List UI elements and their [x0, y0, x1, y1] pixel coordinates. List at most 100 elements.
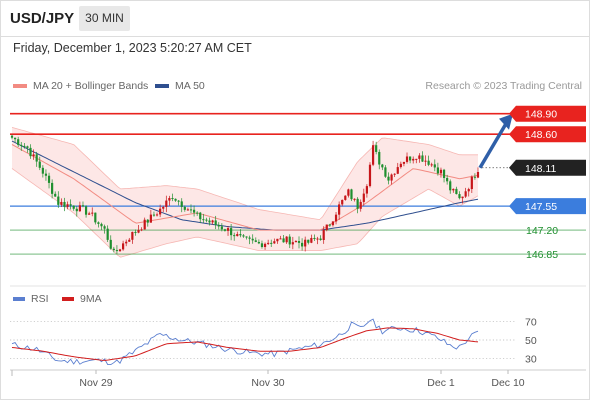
candle-body — [165, 200, 168, 207]
candle-body — [162, 206, 165, 209]
candle-body — [97, 222, 100, 224]
candle-body — [399, 163, 402, 168]
ma20-line — [11, 144, 479, 231]
candle-body — [424, 160, 427, 162]
candle-body — [260, 243, 264, 247]
candle-body — [282, 238, 285, 243]
x-tick-label: Dec 10 — [491, 377, 524, 389]
candle-body — [81, 205, 85, 207]
candle-body — [412, 158, 415, 161]
candle-body — [279, 238, 282, 240]
candle-body — [402, 161, 406, 164]
timeframe-button[interactable]: 30 MIN — [79, 6, 130, 31]
candle-body — [78, 205, 81, 212]
ma50-line — [11, 140, 479, 231]
candle-body — [313, 237, 316, 239]
candle-body — [60, 201, 63, 205]
candle-body — [84, 206, 88, 215]
candle-body — [430, 164, 433, 166]
credit-label: Research © 2023 Trading Central — [425, 80, 582, 92]
candle-body — [409, 156, 412, 161]
candle-body — [254, 240, 257, 242]
candle-body — [439, 169, 443, 174]
candle-body — [106, 228, 109, 240]
candle-body — [350, 189, 353, 200]
candle-body — [464, 191, 467, 197]
candle-body — [205, 219, 208, 221]
candle-body — [427, 160, 430, 165]
candle-body — [217, 225, 220, 227]
candle-body — [131, 231, 134, 240]
candle-body — [51, 182, 54, 194]
candle-body — [251, 238, 254, 241]
level-label-146.85: 146.85 — [526, 249, 558, 261]
candle-body — [316, 238, 319, 240]
candle-body — [91, 212, 94, 214]
candle-body — [338, 204, 341, 215]
candle-body — [467, 189, 470, 192]
candle-body — [168, 198, 171, 201]
candle-body — [183, 206, 186, 210]
candle-body — [118, 249, 122, 252]
level-label-148.90: 148.90 — [525, 109, 557, 121]
candle-body — [304, 239, 307, 247]
level-label-148.11: 148.11 — [525, 163, 556, 175]
candle-body — [115, 250, 119, 252]
ma50-swatch — [155, 84, 169, 89]
rsi-ma-label: 9MA — [80, 293, 102, 305]
candle-body — [180, 201, 183, 207]
candle-body — [331, 221, 335, 226]
candle-body — [239, 234, 242, 236]
candle-body — [236, 234, 239, 237]
rsi-tick-70: 70 — [525, 316, 537, 328]
rsi-tick-30: 30 — [525, 354, 537, 366]
candle-body — [177, 200, 180, 202]
candle-body — [140, 229, 143, 231]
candle-body — [405, 156, 409, 162]
candle-body — [211, 220, 214, 223]
candle-body — [300, 242, 304, 247]
candle-body — [109, 239, 112, 249]
candle-body — [433, 164, 436, 168]
candle-body — [20, 144, 23, 146]
candle-body — [220, 226, 223, 230]
candle-body — [125, 241, 128, 244]
candle-body — [319, 238, 322, 241]
level-tag-148.90 — [509, 105, 586, 122]
level-tag-148.60 — [509, 126, 586, 143]
ma20-swatch — [13, 84, 27, 89]
candle-body — [344, 195, 347, 200]
legend-ma20: MA 20 + Bollinger Bands — [13, 80, 148, 92]
header-divider — [0, 36, 590, 37]
candle-body — [334, 214, 338, 222]
candle-body — [121, 243, 125, 250]
x-tick-label: Dec 1 — [427, 377, 455, 389]
candle-body — [288, 236, 291, 245]
candle-body — [26, 146, 29, 148]
candle-body — [186, 209, 190, 211]
candle-body — [196, 212, 199, 214]
rsi-ma-swatch — [62, 297, 74, 302]
candle-body — [230, 228, 233, 236]
candle-body — [421, 155, 424, 162]
legend-ma50: MA 50 — [155, 80, 205, 92]
rsi-label: RSI — [31, 293, 49, 305]
candle-body — [159, 208, 162, 215]
candle-body — [341, 199, 344, 205]
candle-body — [378, 151, 381, 165]
candle-body — [473, 176, 477, 178]
candle-body — [171, 198, 174, 200]
candle-body — [72, 205, 75, 209]
candle-body — [32, 154, 35, 157]
candle-body — [384, 167, 387, 177]
rsi-line — [11, 318, 479, 366]
candle-body — [233, 235, 236, 237]
level-label-148.60: 148.60 — [525, 129, 557, 141]
candle-body — [270, 242, 273, 244]
candle-body — [322, 229, 325, 241]
candle-body — [461, 196, 464, 199]
candle-body — [442, 169, 446, 178]
candle-body — [23, 145, 26, 147]
candle-body — [69, 204, 72, 206]
candle-body — [307, 239, 310, 243]
